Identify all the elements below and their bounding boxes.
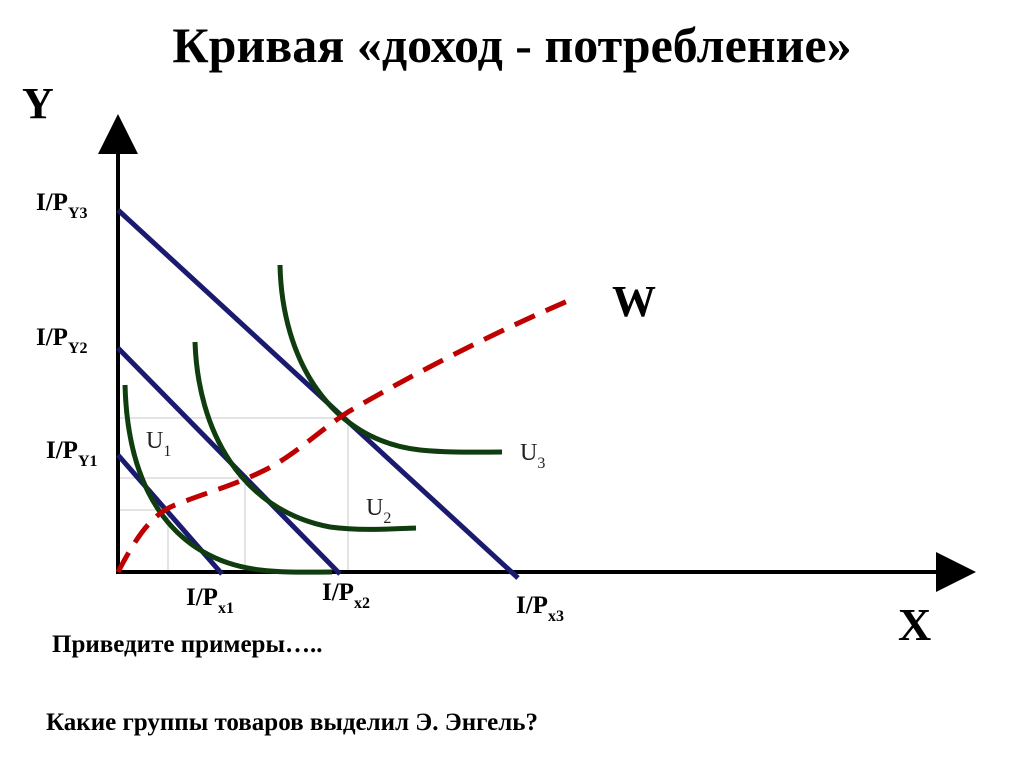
- label-main: I/P: [516, 592, 548, 619]
- label-sub: 3: [537, 455, 545, 472]
- note: Какие группы товаров выделил Э. Энгель?: [46, 709, 538, 736]
- label-main: I/P: [36, 324, 68, 351]
- label-main: I/P: [322, 579, 354, 606]
- note: Приведите примеры…..: [52, 631, 322, 658]
- indifference-curve: [277, 264, 503, 455]
- label-sub: Y1: [78, 453, 98, 470]
- label-main: I/P: [36, 189, 68, 216]
- y-intercept-label: I/PY1: [46, 437, 98, 470]
- indifference-curve: [192, 341, 417, 532]
- indifference-curve: [122, 384, 333, 575]
- label-sub: 1: [163, 443, 171, 460]
- icc-label: W: [612, 277, 656, 326]
- x-intercept-label: I/Px3: [516, 592, 564, 625]
- y-axis-label: Y: [22, 79, 54, 128]
- indifference-curves: [122, 264, 503, 575]
- x-axis-label: X: [898, 599, 931, 650]
- label-main: U: [146, 428, 163, 454]
- label-sub: Y2: [68, 340, 88, 357]
- curve-label: U2: [366, 495, 391, 527]
- label-sub: x3: [548, 608, 564, 625]
- label-sub: 2: [383, 510, 391, 527]
- y-intercept-label: I/PY2: [36, 324, 88, 357]
- y-intercept-label: I/PY3: [36, 189, 88, 222]
- label-sub: x1: [218, 600, 234, 617]
- label-main: I/P: [46, 437, 78, 464]
- x-intercept-label: I/Px1: [186, 584, 234, 617]
- label-main: U: [366, 495, 383, 521]
- curve-label: U1: [146, 428, 171, 460]
- label-sub: x2: [354, 595, 370, 612]
- curve-label: U3: [520, 440, 545, 472]
- income-consumption-curve: [115, 297, 571, 574]
- label-main: I/P: [186, 584, 218, 611]
- title: Кривая «доход - потребление»: [172, 17, 851, 73]
- label-main: U: [520, 440, 537, 466]
- x-intercept-label: I/Px2: [322, 579, 370, 612]
- label-sub: Y3: [68, 205, 88, 222]
